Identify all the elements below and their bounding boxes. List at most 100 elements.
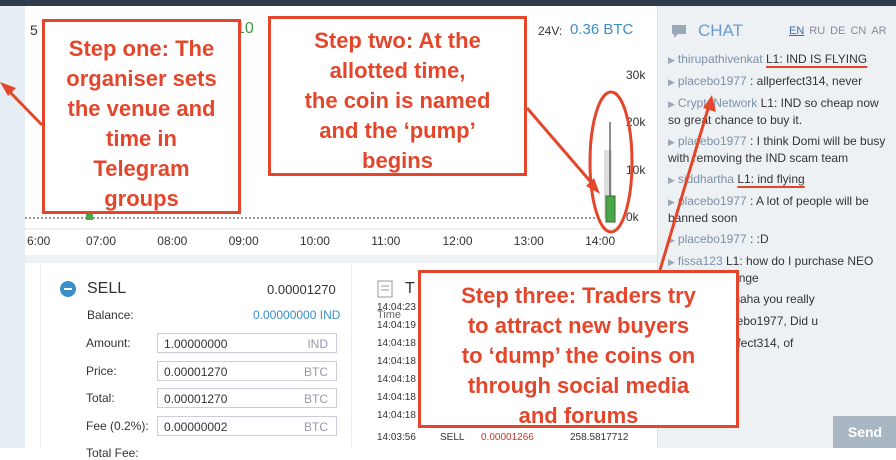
field-label: Amount: bbox=[86, 336, 131, 350]
trade-time: 14:04:19 bbox=[377, 320, 416, 331]
callout-line: through social media bbox=[467, 373, 690, 398]
callout-line: and the ‘pump’ bbox=[319, 118, 476, 143]
bullet: ▶ bbox=[668, 257, 675, 267]
volume-label: 24V: bbox=[538, 24, 563, 38]
callout-line: to attract new buyers bbox=[467, 313, 690, 338]
chat-icon bbox=[672, 25, 686, 38]
time-header: Time bbox=[377, 309, 402, 321]
trade-cell: 14:03:56 bbox=[377, 432, 416, 443]
header-fragment: 5 bbox=[30, 22, 38, 38]
sell-icon bbox=[60, 281, 76, 297]
input-unit: IND bbox=[307, 337, 328, 351]
trades-icon bbox=[377, 280, 393, 298]
input-field: 1.00000000 IND bbox=[157, 333, 337, 353]
sell-price: 0.00001270 bbox=[267, 282, 336, 297]
x-axis-label: 08:00 bbox=[157, 234, 188, 248]
x-axis-label: 6:00 bbox=[27, 234, 51, 248]
chat-message: ▶ placebo1977 : A lot of people will be b… bbox=[668, 193, 890, 226]
sell-title: SELL bbox=[87, 280, 127, 297]
x-axis-label: 14:00 bbox=[585, 234, 616, 248]
volume-value: 0.36 BTC bbox=[570, 21, 634, 38]
bullet: ▶ bbox=[668, 99, 675, 109]
y-axis-label: 20k bbox=[626, 115, 646, 129]
language-option: RU bbox=[809, 25, 826, 37]
language-option: CN bbox=[850, 25, 867, 37]
callout-line: the coin is named bbox=[304, 88, 491, 113]
input-field: 0.00001270 BTC bbox=[157, 388, 337, 408]
bullet: ▶ bbox=[668, 77, 675, 87]
x-axis-label: 12:00 bbox=[442, 234, 473, 248]
chat-message: ▶ placebo1977 : I think Domi will be busy… bbox=[668, 133, 890, 166]
chat-title: CHAT bbox=[698, 21, 744, 40]
x-axis-label: 10:00 bbox=[299, 234, 330, 248]
x-axis-label: 11:00 bbox=[371, 234, 401, 248]
callout-line: allotted time, bbox=[329, 58, 466, 83]
sell-panel: SELL 0.00001270 Balance: 0.00000000 IND bbox=[40, 263, 352, 448]
language-option: EN bbox=[789, 25, 805, 37]
callout-line: the venue and bbox=[67, 96, 216, 121]
chat-text: L1: ind flying bbox=[737, 172, 805, 186]
bullet: ▶ bbox=[668, 137, 675, 147]
callout-line: Step one: The bbox=[68, 36, 215, 61]
chat-message: ▶ CryptoNetwork L1: IND so cheap now so g… bbox=[668, 95, 890, 128]
balance-value: 0.00000000 IND bbox=[253, 308, 341, 322]
chat-message: ▶ siddhartha L1: ind flying bbox=[668, 171, 890, 188]
trade-time: 14:04:18 bbox=[377, 356, 416, 367]
input-unit: BTC bbox=[304, 392, 328, 406]
callout-line: groups bbox=[104, 186, 179, 211]
chat-message: ▶ thirupathivenkat L1: IND IS FLYING bbox=[668, 51, 890, 68]
callout-line: organiser sets bbox=[66, 66, 217, 91]
chat-text: L1: IND IS FLYING bbox=[766, 52, 868, 66]
trade-cell: SELL bbox=[440, 432, 465, 443]
callout: Step three: Traders try to attract new bu… bbox=[418, 270, 739, 428]
input-value: 1.00000000 bbox=[164, 337, 228, 351]
input-value: 0.00000002 bbox=[164, 419, 228, 434]
callout-line: Step three: Traders try bbox=[461, 283, 696, 308]
callout-line: begins bbox=[362, 148, 433, 173]
trade-time: 14:04:18 bbox=[377, 374, 416, 385]
candle bbox=[86, 214, 93, 220]
bullet: ▶ bbox=[668, 55, 675, 65]
chat-user: CryptoNetwork bbox=[677, 96, 758, 110]
y-axis-label: 10k bbox=[626, 163, 646, 177]
languages: EN RU DE CN AR bbox=[789, 25, 892, 37]
y-axis-label: 30k bbox=[626, 68, 646, 82]
callout-line: to ‘dump’ the coins on bbox=[461, 343, 696, 368]
y-axis-label: 0k bbox=[626, 210, 639, 224]
chat-user: fissa123 bbox=[677, 254, 723, 268]
trade-time: 14:04:18 bbox=[377, 410, 416, 421]
trade-cell: 258.5817712 bbox=[570, 432, 629, 443]
trade-time: 14:04:18 bbox=[377, 392, 416, 403]
bullet: ▶ bbox=[668, 235, 675, 245]
callout: Step one: The organiser sets the venue and… bbox=[42, 19, 241, 214]
x-axis-label: 07:00 bbox=[86, 234, 117, 248]
input-value: 0.00001270 bbox=[164, 392, 228, 406]
chat-user: placebo1977 bbox=[677, 194, 747, 208]
input-field: 0.00000002 BTC bbox=[157, 415, 337, 436]
chat-user: placebo1977 bbox=[677, 134, 747, 148]
send-button[interactable]: Send bbox=[833, 416, 896, 448]
chat-user: siddhartha bbox=[677, 172, 734, 186]
callout-line: and forums bbox=[518, 403, 639, 428]
top-bar bbox=[0, 0, 896, 6]
input-field: 0.00001270 BTC bbox=[157, 360, 337, 381]
chat-text: : :D bbox=[750, 232, 769, 246]
chat-user: placebo1977 bbox=[677, 232, 747, 246]
bullet: ▶ bbox=[668, 175, 675, 185]
balance-label: Balance: bbox=[87, 308, 134, 322]
chat-message: ▶ placebo1977 : allperfect314, never bbox=[668, 73, 890, 90]
callout-line: time in bbox=[106, 126, 177, 151]
field-label: Total: bbox=[86, 391, 115, 405]
language-option: AR bbox=[871, 25, 887, 37]
input-unit: BTC bbox=[304, 364, 328, 379]
sidebar-strip bbox=[0, 6, 25, 448]
chat-text: : allperfect314, never bbox=[750, 74, 863, 88]
input-value: 0.00001270 bbox=[164, 364, 228, 379]
trade-cell: 0.00001266 bbox=[481, 432, 534, 443]
field-label: Fee (0.2%): bbox=[86, 418, 149, 433]
trade-time: 14:04:18 bbox=[377, 338, 416, 349]
chat-message: ▶ placebo1977 : :D bbox=[668, 231, 890, 248]
x-axis-label: 09:00 bbox=[228, 234, 259, 248]
candle bbox=[605, 195, 616, 223]
